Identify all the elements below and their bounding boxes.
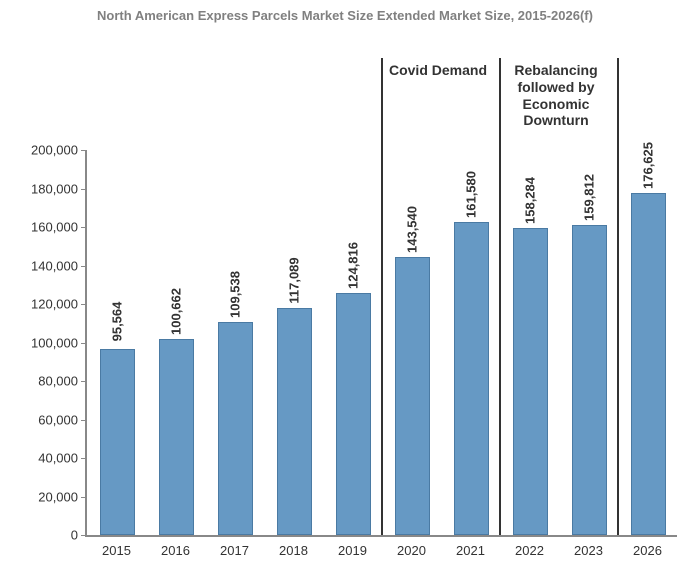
bar-value-label: 124,816 bbox=[345, 195, 360, 335]
y-tick bbox=[81, 420, 87, 421]
bar bbox=[631, 193, 665, 535]
y-tick bbox=[81, 458, 87, 459]
y-tick-label: 40,000 bbox=[8, 451, 78, 466]
bar-value-label: 176,625 bbox=[640, 95, 655, 235]
bar-value-label: 95,564 bbox=[109, 252, 124, 392]
bar bbox=[454, 222, 488, 535]
y-tick-label: 200,000 bbox=[8, 143, 78, 158]
section-divider bbox=[617, 58, 619, 535]
x-tick-label: 2015 bbox=[87, 543, 146, 558]
x-tick-label: 2026 bbox=[618, 543, 677, 558]
y-tick bbox=[81, 266, 87, 267]
y-tick bbox=[81, 343, 87, 344]
y-tick bbox=[81, 535, 87, 536]
y-tick-label: 0 bbox=[8, 528, 78, 543]
y-tick-label: 180,000 bbox=[8, 181, 78, 196]
y-tick bbox=[81, 304, 87, 305]
y-tick-label: 80,000 bbox=[8, 374, 78, 389]
bar-value-label: 161,580 bbox=[463, 124, 478, 264]
y-tick bbox=[81, 381, 87, 382]
bar-value-label: 100,662 bbox=[168, 242, 183, 382]
bar-value-label: 143,540 bbox=[404, 159, 419, 299]
y-tick bbox=[81, 227, 87, 228]
bar bbox=[572, 225, 606, 535]
bar-value-label: 159,812 bbox=[581, 128, 596, 268]
x-tick-label: 2023 bbox=[559, 543, 618, 558]
y-tick-label: 160,000 bbox=[8, 220, 78, 235]
x-tick-label: 2020 bbox=[382, 543, 441, 558]
y-tick-label: 60,000 bbox=[8, 412, 78, 427]
x-tick-label: 2019 bbox=[323, 543, 382, 558]
x-tick-label: 2016 bbox=[146, 543, 205, 558]
section-annotation: Covid Demand bbox=[382, 62, 494, 79]
y-tick bbox=[81, 150, 87, 151]
chart-title: North American Express Parcels Market Si… bbox=[0, 8, 690, 23]
y-tick bbox=[81, 189, 87, 190]
bar-value-label: 158,284 bbox=[522, 131, 537, 271]
section-divider bbox=[499, 58, 501, 535]
bar bbox=[513, 228, 547, 535]
bar-value-label: 109,538 bbox=[227, 225, 242, 365]
y-tick bbox=[81, 497, 87, 498]
y-tick-label: 120,000 bbox=[8, 297, 78, 312]
x-tick-label: 2017 bbox=[205, 543, 264, 558]
section-annotation: Rebalancing followed by Economic Downtur… bbox=[500, 62, 612, 129]
y-tick-label: 20,000 bbox=[8, 489, 78, 504]
x-tick-label: 2022 bbox=[500, 543, 559, 558]
y-tick-label: 100,000 bbox=[8, 335, 78, 350]
x-tick-label: 2021 bbox=[441, 543, 500, 558]
section-divider bbox=[381, 58, 383, 535]
bar-value-label: 117,089 bbox=[286, 210, 301, 350]
x-tick-label: 2018 bbox=[264, 543, 323, 558]
y-tick-label: 140,000 bbox=[8, 258, 78, 273]
chart-container: North American Express Parcels Market Si… bbox=[0, 0, 690, 587]
plot-area: 95,5642015100,6622016109,5382017117,0892… bbox=[85, 150, 677, 537]
